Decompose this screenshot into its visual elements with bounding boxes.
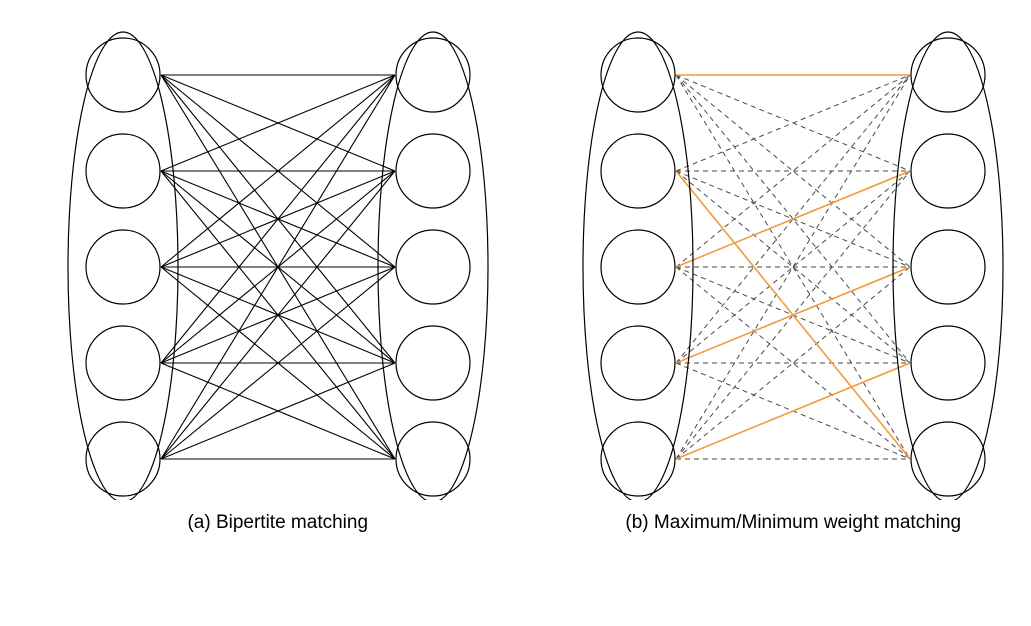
panel-a-svg [43,20,513,500]
caption-b: (b) Maximum/Minimum weight matching [625,512,961,534]
panel-a: (a) Bipertite matching [43,20,513,534]
panel-b: (b) Maximum/Minimum weight matching [558,20,1028,534]
panel-b-svg [558,20,1028,500]
caption-a: (a) Bipertite matching [187,512,368,534]
diagram-container: (a) Bipertite matching (b) Maximum/Minim… [20,20,1031,606]
